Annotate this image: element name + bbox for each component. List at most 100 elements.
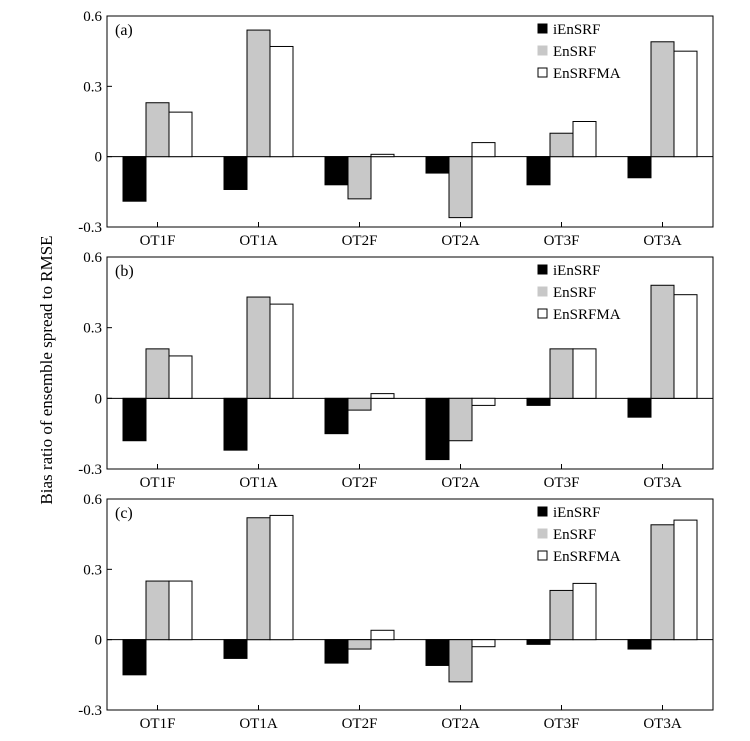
legend-label: EnSRFMA: [553, 307, 621, 323]
bar-ensrfma: [572, 582, 597, 641]
x-tick-label: OT3F: [544, 716, 580, 732]
legend-label: EnSRFMA: [553, 549, 621, 565]
bar-ensrf: [145, 102, 170, 158]
chart-panel-3: -0.3 0 0.3 0.6 (c) OT1F OT1A OT2F OT2A OT3F OT3A iE…: [78, 492, 714, 732]
y-axis-label: Bias ratio of ensemble spread to RMSE: [37, 235, 56, 504]
bar-iensrf: [324, 156, 349, 186]
legend-swatch-ensrf: [537, 45, 548, 56]
bar-iensrf: [324, 397, 349, 435]
bar-ensrf: [549, 132, 574, 158]
x-tick-label: OT3A: [643, 475, 681, 491]
y-tick-label: 0: [95, 150, 103, 166]
bar-ensrf: [347, 156, 372, 200]
x-tick-label: OT3A: [643, 716, 681, 732]
x-tick-label: OT1A: [239, 233, 277, 249]
y-tick-label: 0.6: [83, 9, 102, 25]
chart-panel-2: -0.3 0 0.3 0.6 (b) OT1F OT1A OT2F OT2A OT3F OT3A iE…: [78, 250, 714, 491]
legend-label: EnSRFMA: [553, 66, 621, 82]
x-tick-label: OT2F: [342, 716, 378, 732]
legend-label: iEnSRF: [553, 263, 601, 279]
bar-ensrf: [347, 397, 372, 411]
x-tick-label: OT2A: [441, 475, 479, 491]
bar-ensrf: [650, 284, 675, 399]
y-tick-label: 0.3: [83, 79, 102, 95]
bar-ensrf: [650, 41, 675, 158]
legend-swatch-ensrfma: [537, 308, 548, 319]
y-tick-label: 0.3: [83, 321, 102, 337]
bar-ensrf: [549, 589, 574, 641]
bar-ensrfma: [370, 393, 395, 399]
y-tick-label: 0.3: [83, 562, 102, 578]
bar-ensrfma: [168, 580, 193, 641]
plot-frame: [106, 15, 714, 228]
bar-ensrfma: [370, 153, 395, 158]
legend-swatch-ensrfma: [537, 67, 548, 78]
plot-frame: [106, 498, 714, 711]
x-tick-label: OT2F: [342, 475, 378, 491]
bar-iensrf: [122, 639, 147, 676]
bar-ensrfma: [673, 519, 698, 641]
bar-ensrfma: [673, 50, 698, 158]
panels: -0.3 0 0.3 0.6 (a) OT1F OT1A OT2F OT2A OT3F OT3A iE…: [78, 9, 714, 732]
legend-swatch-iensrf: [537, 23, 548, 34]
legend-label: EnSRF: [553, 44, 596, 60]
bar-iensrf: [627, 156, 652, 179]
y-tick-label: -0.3: [78, 703, 102, 719]
x-tick-label: OT1F: [140, 716, 176, 732]
legend-swatch-iensrf: [537, 506, 548, 517]
bar-ensrf: [145, 348, 170, 399]
bar-ensrfma: [269, 303, 294, 399]
plot-frame: [106, 256, 714, 470]
x-tick-label: OT2F: [342, 233, 378, 249]
y-tick-label: 0: [95, 633, 103, 649]
bar-ensrf: [549, 348, 574, 399]
legend-swatch-ensrf: [537, 528, 548, 539]
bar-ensrf: [246, 517, 271, 641]
legend-swatch-ensrf: [537, 286, 548, 297]
legend-label: EnSRF: [553, 285, 596, 301]
bar-iensrf: [223, 639, 248, 659]
legend-label: iEnSRF: [553, 22, 601, 38]
bar-iensrf: [526, 397, 551, 406]
bar-ensrf: [145, 580, 170, 641]
legend-label: iEnSRF: [553, 505, 601, 521]
x-tick-label: OT1F: [140, 233, 176, 249]
bar-ensrf: [650, 524, 675, 641]
bar-ensrf: [448, 639, 473, 683]
panel-label: (a): [115, 22, 133, 39]
bar-iensrf: [526, 639, 551, 645]
bar-ensrf: [448, 397, 473, 442]
bar-iensrf: [425, 397, 450, 461]
x-tick-label: OT3A: [643, 233, 681, 249]
bar-ensrfma: [471, 397, 496, 406]
x-tick-label: OT2A: [441, 716, 479, 732]
bar-ensrfma: [168, 355, 193, 399]
bar-ensrfma: [673, 294, 698, 399]
bar-ensrf: [246, 29, 271, 158]
bar-iensrf: [425, 639, 450, 666]
y-tick-label: 0: [95, 391, 103, 407]
bar-ensrfma: [471, 639, 496, 648]
bar-iensrf: [122, 156, 147, 202]
y-tick-label: -0.3: [78, 462, 102, 478]
bar-ensrf: [448, 156, 473, 219]
y-tick-label: -0.3: [78, 220, 102, 236]
bar-iensrf: [627, 639, 652, 650]
bar-iensrf: [223, 156, 248, 190]
y-tick-label: 0.6: [83, 492, 102, 508]
bar-ensrfma: [370, 629, 395, 641]
bar-ensrf: [347, 639, 372, 650]
bar-iensrf: [122, 397, 147, 442]
legend-swatch-iensrf: [537, 264, 548, 275]
y-tick-label: 0.6: [83, 250, 102, 266]
bar-ensrfma: [572, 121, 597, 158]
bar-ensrfma: [168, 111, 193, 158]
x-tick-label: OT1F: [140, 475, 176, 491]
bar-iensrf: [627, 397, 652, 418]
bar-ensrfma: [471, 142, 496, 158]
bar-iensrf: [223, 397, 248, 451]
bar-iensrf: [425, 156, 450, 174]
bar-ensrfma: [269, 514, 294, 641]
panel-label: (c): [115, 505, 133, 522]
legend-swatch-ensrfma: [537, 550, 548, 561]
